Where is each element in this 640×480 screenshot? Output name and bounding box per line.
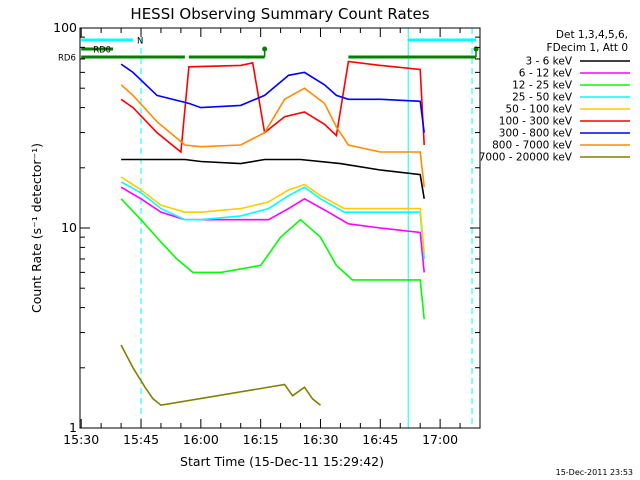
x-tick-label: 15:45 (123, 432, 159, 447)
series-layer (120, 60, 425, 407)
legend-label: 300 - 800 keV (499, 128, 573, 140)
legend-label: 100 - 300 keV (499, 116, 573, 128)
legend-label: 25 - 50 keV (512, 92, 573, 104)
series-line (120, 181, 425, 260)
annotation-label: N (137, 37, 143, 47)
legend-header-1: Det 1,3,4,5,6, (556, 29, 628, 41)
chart-title: HESSI Observing Summary Count Rates (130, 5, 429, 23)
y-tick-label: 100 (53, 20, 77, 35)
legend-label: 800 - 7000 keV (492, 140, 573, 152)
plot-frame (79, 27, 481, 429)
series-line (120, 84, 425, 188)
x-tick-label: 16:00 (183, 432, 219, 447)
x-tick-label: 17:00 (422, 432, 458, 447)
series-line (120, 344, 321, 407)
series-line (120, 63, 425, 133)
legend-label: 3 - 6 keV (525, 56, 572, 68)
series-line (121, 158, 425, 199)
footer-timestamp: 15-Dec-2011 23:53 (556, 468, 633, 477)
x-tick-label: 16:30 (302, 432, 338, 447)
x-tick-label: 16:15 (243, 432, 279, 447)
y-axis-label: Count Rate (s⁻¹ detector⁻¹) (29, 143, 44, 313)
x-axis-label: Start Time (15-Dec-11 15:29:42) (180, 454, 384, 469)
axes: 15:30 15:45 16:00 16:15 16:30 16:45 17:00 1 10 10… (53, 20, 480, 447)
annotation-layer: N RD0 RD6 (58, 28, 479, 428)
legend-label: 6 - 12 keV (519, 68, 573, 80)
legend-label: 12 - 25 keV (512, 80, 573, 92)
x-tick-label: 15:30 (63, 432, 99, 447)
x-tick-label: 16:45 (362, 432, 398, 447)
legend-label: 50 - 100 keV (505, 104, 572, 116)
series-line (120, 60, 425, 154)
series-line (120, 198, 425, 320)
legend-header-2: FDecim 1, Att 0 (547, 42, 628, 54)
annotation-label: RD6 (58, 54, 76, 64)
annotation-label: RD0 (93, 46, 111, 56)
series-line (120, 176, 425, 254)
legend-label: 7000 - 20000 keV (479, 152, 573, 164)
y-tick-label: 10 (61, 220, 77, 235)
y-tick-label: 1 (69, 420, 77, 435)
series-line (120, 186, 425, 273)
